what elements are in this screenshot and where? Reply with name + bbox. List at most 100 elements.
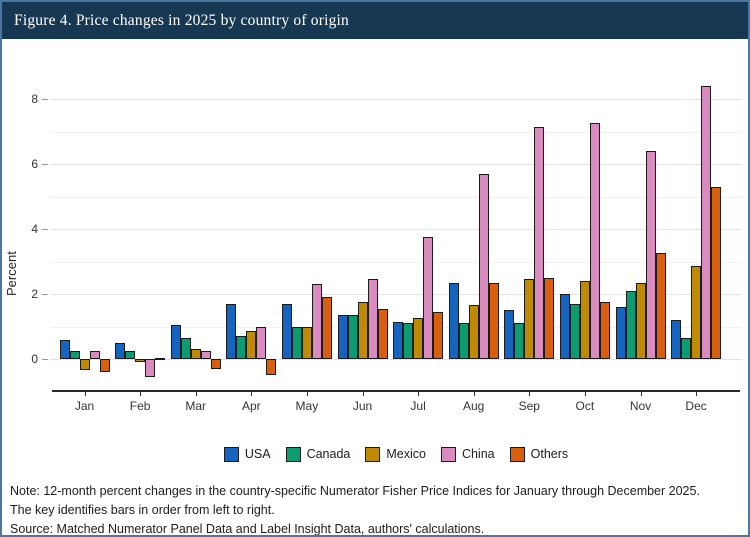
bar-mexico-feb (135, 359, 146, 363)
bar-china-apr (256, 326, 267, 359)
bar-china-aug (478, 173, 489, 359)
legend-item-canada: Canada (285, 446, 350, 462)
bar-usa-aug (448, 282, 459, 359)
bar-usa-sep (504, 310, 515, 359)
figure-notes: Note: 12-month percent changes in the co… (10, 482, 746, 536)
bar-china-sep (534, 126, 545, 359)
bar-usa-may (281, 303, 292, 359)
bar-mexico-mar (190, 349, 201, 359)
bar-others-may (321, 297, 332, 359)
bar-mexico-jan (79, 359, 90, 371)
bar-canada-jun (347, 315, 358, 359)
note-line-2: The key identifies bars in order from le… (10, 503, 275, 517)
legend-label-others: Others (530, 447, 569, 461)
bar-china-jul (423, 237, 434, 359)
bar-canada-apr (236, 336, 247, 359)
bar-canada-jul (403, 323, 414, 359)
bar-others-nov (655, 253, 666, 359)
bar-canada-mar (180, 337, 191, 359)
y-tick-label-0: 0 (31, 352, 38, 366)
x-tick-aug (473, 392, 475, 396)
bar-china-may (311, 284, 322, 359)
x-tick-dec (696, 392, 698, 396)
bar-others-jul (433, 311, 444, 359)
x-tick-mar (195, 392, 197, 396)
x-label-jul: Jul (410, 399, 426, 413)
gridline-3 (50, 261, 742, 263)
x-tick-jan (84, 392, 86, 396)
bar-canada-sep (514, 323, 525, 359)
y-tick-mark-6 (42, 164, 48, 165)
x-label-aug: Aug (463, 399, 485, 413)
bar-usa-jun (337, 315, 348, 359)
bar-mexico-aug (468, 305, 479, 359)
bar-china-mar (200, 350, 211, 359)
bar-canada-nov (625, 290, 636, 359)
bar-others-jun (377, 308, 388, 359)
bar-china-dec (701, 86, 712, 359)
bar-canada-may (291, 326, 302, 359)
bar-mexico-oct (579, 281, 590, 359)
gridline-2 (50, 294, 742, 295)
x-label-nov: Nov (629, 399, 652, 413)
bar-canada-feb (125, 350, 136, 359)
bar-others-aug (488, 282, 499, 359)
x-label-sep: Sep (518, 399, 540, 413)
y-tick-mark-2 (42, 294, 48, 295)
bar-mexico-may (301, 326, 312, 359)
legend-swatch-mexico (365, 446, 381, 462)
x-tick-jun (362, 392, 364, 396)
bar-usa-oct (559, 294, 570, 359)
bar-mexico-nov (635, 282, 646, 359)
note-line-1: Note: 12-month percent changes in the co… (10, 484, 700, 498)
bar-others-jan (99, 359, 110, 372)
bar-others-dec (711, 186, 722, 359)
bar-usa-jul (393, 321, 404, 359)
x-tick-jul (418, 392, 420, 396)
bar-canada-jan (69, 350, 80, 359)
x-label-oct: Oct (575, 399, 595, 413)
bar-china-jan (89, 350, 100, 359)
x-label-jan: Jan (74, 399, 95, 413)
bar-canada-aug (458, 323, 469, 359)
y-tick-label-6: 6 (31, 157, 38, 171)
bar-china-jun (367, 279, 378, 359)
y-tick-label-4: 4 (31, 222, 38, 236)
legend-swatch-others (509, 446, 525, 462)
source-line: Source: Matched Numerator Panel Data and… (10, 522, 485, 536)
figure-title-bar: Figure 4. Price changes in 2025 by count… (2, 2, 748, 39)
gridline-0 (50, 359, 742, 360)
bar-usa-feb (115, 342, 126, 359)
x-label-dec: Dec (685, 399, 707, 413)
bar-mexico-dec (691, 266, 702, 359)
x-label-apr: Apr (241, 399, 261, 413)
legend-swatch-china (440, 446, 456, 462)
bar-mexico-apr (246, 331, 257, 359)
bar-usa-apr (226, 303, 237, 359)
legend-label-mexico: Mexico (386, 447, 426, 461)
bar-others-feb (155, 358, 166, 361)
chart-area: Percent Jan Feb Mar Apr May Jun Jul Aug Sep Oct No… (2, 41, 748, 441)
legend-item-mexico: Mexico (365, 446, 426, 462)
x-tick-sep (529, 392, 531, 396)
plot-area: Jan Feb Mar Apr May Jun Jul Aug Sep Oct Nov Dec (50, 70, 742, 413)
legend-swatch-canada (285, 446, 301, 462)
gridline-4 (50, 229, 742, 230)
bar-mexico-jun (357, 302, 368, 359)
bar-usa-mar (170, 324, 181, 359)
x-label-jun: Jun (352, 399, 373, 413)
bar-others-oct (599, 302, 610, 359)
bar-others-apr (266, 359, 277, 376)
legend-item-usa: USA (223, 446, 271, 462)
bar-others-mar (210, 359, 221, 369)
legend-item-china: China (440, 446, 495, 462)
gridline-7 (50, 131, 742, 133)
bar-mexico-sep (524, 279, 535, 359)
y-tick-label-2: 2 (31, 287, 38, 301)
x-tick-oct (584, 392, 586, 396)
gridline-6 (50, 164, 742, 165)
y-axis-title: Percent (4, 251, 19, 297)
bar-usa-jan (59, 339, 70, 359)
x-tick-may (306, 392, 308, 396)
